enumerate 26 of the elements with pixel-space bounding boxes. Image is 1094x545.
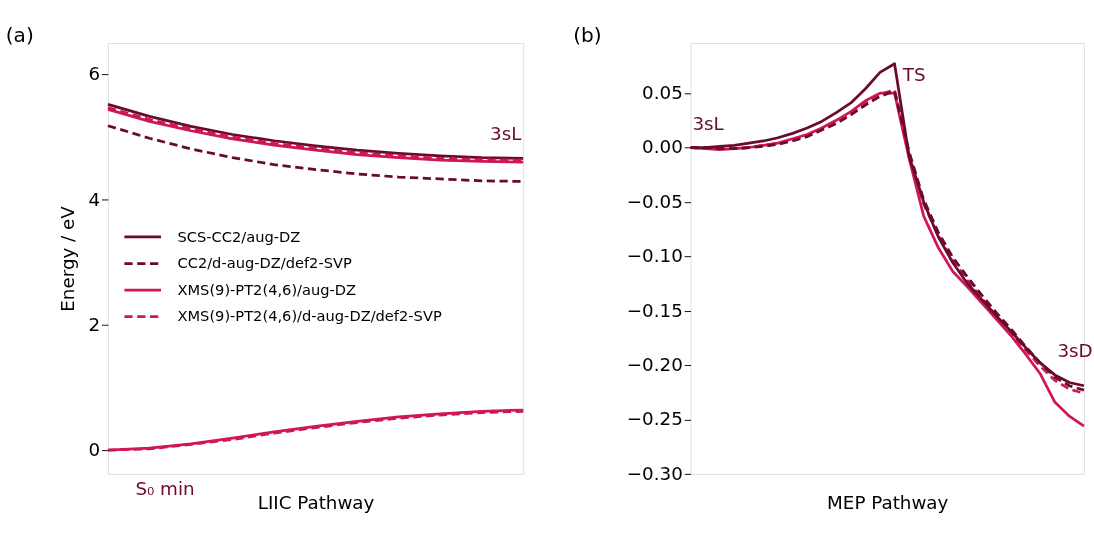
legend-label: SCS-CC2/aug-DZ [177, 227, 301, 245]
y-tick-label: −0.10 [626, 245, 683, 267]
annotation: 3sL [490, 123, 523, 145]
y-axis-title: Energy / eV [56, 205, 78, 312]
annotation: 3sD [1057, 339, 1093, 361]
legend-label: XMS(9)-PT2(4,6)/aug-DZ [177, 280, 357, 298]
y-tick-label: −0.20 [626, 354, 683, 376]
x-axis-title: MEP Pathway [827, 492, 949, 514]
y-tick-label: −0.15 [626, 299, 683, 321]
y-tick-label: 0 [88, 439, 101, 461]
text: S₀ min [135, 477, 195, 499]
legend-label: CC2/d-aug-DZ/def2-SVP [177, 254, 352, 272]
chart-title: (a) [5, 23, 34, 48]
y-tick-label: −0.30 [626, 462, 683, 484]
legend-label: XMS(9)-PT2(4,6)/d-aug-DZ/def2-SVP [177, 307, 442, 325]
y-tick-label: 0.05 [642, 82, 683, 104]
annotation: TS [901, 64, 926, 86]
y-tick-label: 2 [88, 313, 101, 335]
y-tick-label: −0.05 [626, 190, 683, 212]
y-tick-label: 4 [88, 188, 101, 210]
y-tick-label: −0.25 [626, 408, 683, 430]
chart-title: (b) [573, 23, 602, 48]
x-axis-title: LIIC Pathway [257, 492, 375, 514]
y-tick-label: 0.00 [642, 136, 683, 158]
annotation: 3sL [692, 112, 725, 134]
y-tick-label: 6 [88, 63, 101, 85]
